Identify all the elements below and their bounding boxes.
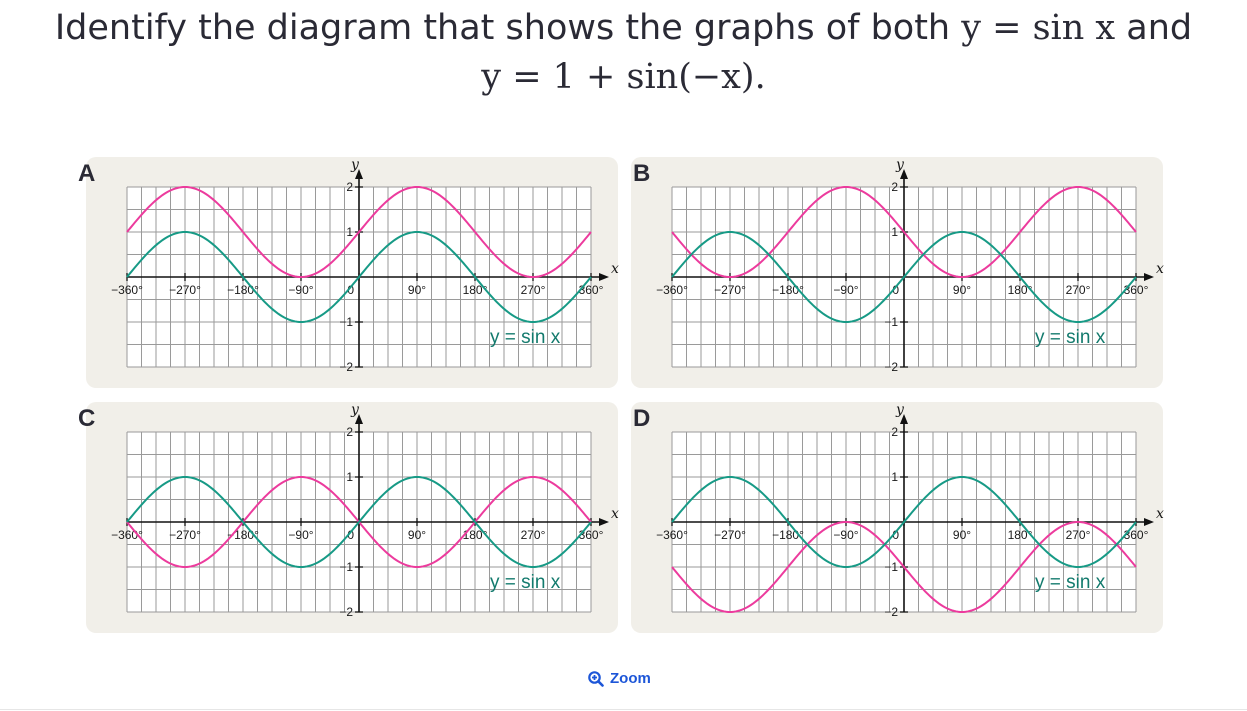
y-axis-arrow xyxy=(355,169,363,179)
x-tick-label: 180° xyxy=(1008,528,1033,542)
y-tick-label: −2 xyxy=(884,360,898,374)
x-axis-label: x xyxy=(611,261,619,277)
graph-svg: xy−360° −270° −180° −90° 0 90° 180° 270° 360°21−… xyxy=(111,157,619,374)
x-tick-label: 270° xyxy=(1066,283,1091,297)
x-tick-label: −270° xyxy=(169,528,201,542)
y-tick-label: 1 xyxy=(346,470,353,484)
question-text: Identify the diagram that shows the grap… xyxy=(0,4,1247,102)
y-axis-label: y xyxy=(350,157,360,173)
y-axis-label: y xyxy=(895,402,905,418)
x-tick-label: 270° xyxy=(521,528,546,542)
curve-label-sin-x: y = sin x xyxy=(1035,572,1106,593)
zoom-label: Zoom xyxy=(610,670,651,687)
y-axis-label: y xyxy=(895,157,905,173)
x-tick-label: 180° xyxy=(1008,283,1033,297)
option-label: A xyxy=(78,160,96,187)
y-tick-label: 2 xyxy=(346,180,353,194)
x-axis-label: x xyxy=(1156,506,1164,522)
x-tick-label: 270° xyxy=(1066,528,1091,542)
y-axis-arrow xyxy=(355,414,363,424)
option-label: D xyxy=(633,405,651,432)
x-tick-label: 0 xyxy=(347,528,354,542)
question-prefix: Identify the diagram that shows the grap… xyxy=(54,8,962,48)
y-tick-label: 2 xyxy=(891,180,898,194)
x-tick-label: −90° xyxy=(288,528,313,542)
x-tick-label: 90° xyxy=(953,528,971,542)
x-tick-label: −270° xyxy=(714,283,746,297)
x-tick-label: 180° xyxy=(463,283,488,297)
option-label: C xyxy=(78,405,96,432)
y-tick-label: −1 xyxy=(339,560,353,574)
y-axis-label: y xyxy=(350,402,360,418)
pink-curve xyxy=(671,520,1137,614)
y-tick-label: −1 xyxy=(884,560,898,574)
x-tick-label: 360° xyxy=(1124,283,1149,297)
zoom-in-icon xyxy=(588,670,604,687)
x-tick-label: −90° xyxy=(288,283,313,297)
zoom-button[interactable]: Zoom xyxy=(588,670,651,687)
y-axis-arrow xyxy=(900,169,908,179)
graph-svg: xy−360° −270° −180° −90° 0 90° 180° 270° 360°21−… xyxy=(656,402,1164,619)
x-tick-label: 90° xyxy=(408,528,426,542)
x-tick-label: −90° xyxy=(833,528,858,542)
x-axis-arrow xyxy=(1144,518,1154,526)
green-curve-sin-x xyxy=(671,475,1137,569)
equation-shifted: y = 1 + sin(−x). xyxy=(481,57,766,97)
x-axis-arrow xyxy=(1144,273,1154,281)
x-tick-label: −270° xyxy=(169,283,201,297)
green-curve-sin-x xyxy=(126,230,592,324)
x-tick-label: 270° xyxy=(521,283,546,297)
y-tick-label: 1 xyxy=(346,225,353,239)
x-tick-label: −360° xyxy=(656,283,688,297)
x-tick-label: −360° xyxy=(111,283,143,297)
green-curve-sin-x xyxy=(671,230,1137,324)
y-tick-label: 1 xyxy=(891,225,898,239)
curve-label-sin-x: y = sin x xyxy=(1035,327,1106,348)
curve-label-sin-x: y = sin x xyxy=(490,572,561,593)
y-tick-label: −2 xyxy=(339,605,353,619)
footer-divider xyxy=(0,709,1247,710)
y-tick-label: 2 xyxy=(891,425,898,439)
y-axis-arrow xyxy=(900,414,908,424)
pink-curve xyxy=(126,185,592,279)
x-tick-label: 0 xyxy=(892,528,899,542)
y-tick-label: −1 xyxy=(884,315,898,329)
x-tick-label: 360° xyxy=(579,528,604,542)
x-tick-label: 0 xyxy=(347,283,354,297)
pink-curve xyxy=(671,185,1137,279)
x-tick-label: 180° xyxy=(463,528,488,542)
green-curve-sin-x xyxy=(126,475,592,569)
x-tick-label: −270° xyxy=(714,528,746,542)
x-tick-label: 90° xyxy=(408,283,426,297)
y-tick-label: 2 xyxy=(346,425,353,439)
x-tick-label: −360° xyxy=(656,528,688,542)
y-tick-label: −1 xyxy=(339,315,353,329)
x-tick-label: −90° xyxy=(833,283,858,297)
question-and: and xyxy=(1115,8,1193,48)
option-label: B xyxy=(633,160,651,187)
x-axis-arrow xyxy=(599,273,609,281)
x-tick-label: 90° xyxy=(953,283,971,297)
y-tick-label: −2 xyxy=(884,605,898,619)
x-axis-label: x xyxy=(611,506,619,522)
graph-svg: xy−360° −270° −180° −90° 0 90° 180° 270° 360°21−… xyxy=(656,157,1164,374)
x-tick-label: 360° xyxy=(579,283,604,297)
y-tick-label: 1 xyxy=(891,470,898,484)
x-axis-arrow xyxy=(599,518,609,526)
graph-svg: xy−360° −270° −180° −90° 0 90° 180° 270° 360°21−… xyxy=(111,402,619,619)
y-tick-label: −2 xyxy=(339,360,353,374)
x-axis-label: x xyxy=(1156,261,1164,277)
x-tick-label: 360° xyxy=(1124,528,1149,542)
curve-label-sin-x: y = sin x xyxy=(490,327,561,348)
equation-sin-x: y = sin x xyxy=(961,8,1116,48)
x-tick-label: 0 xyxy=(892,283,899,297)
